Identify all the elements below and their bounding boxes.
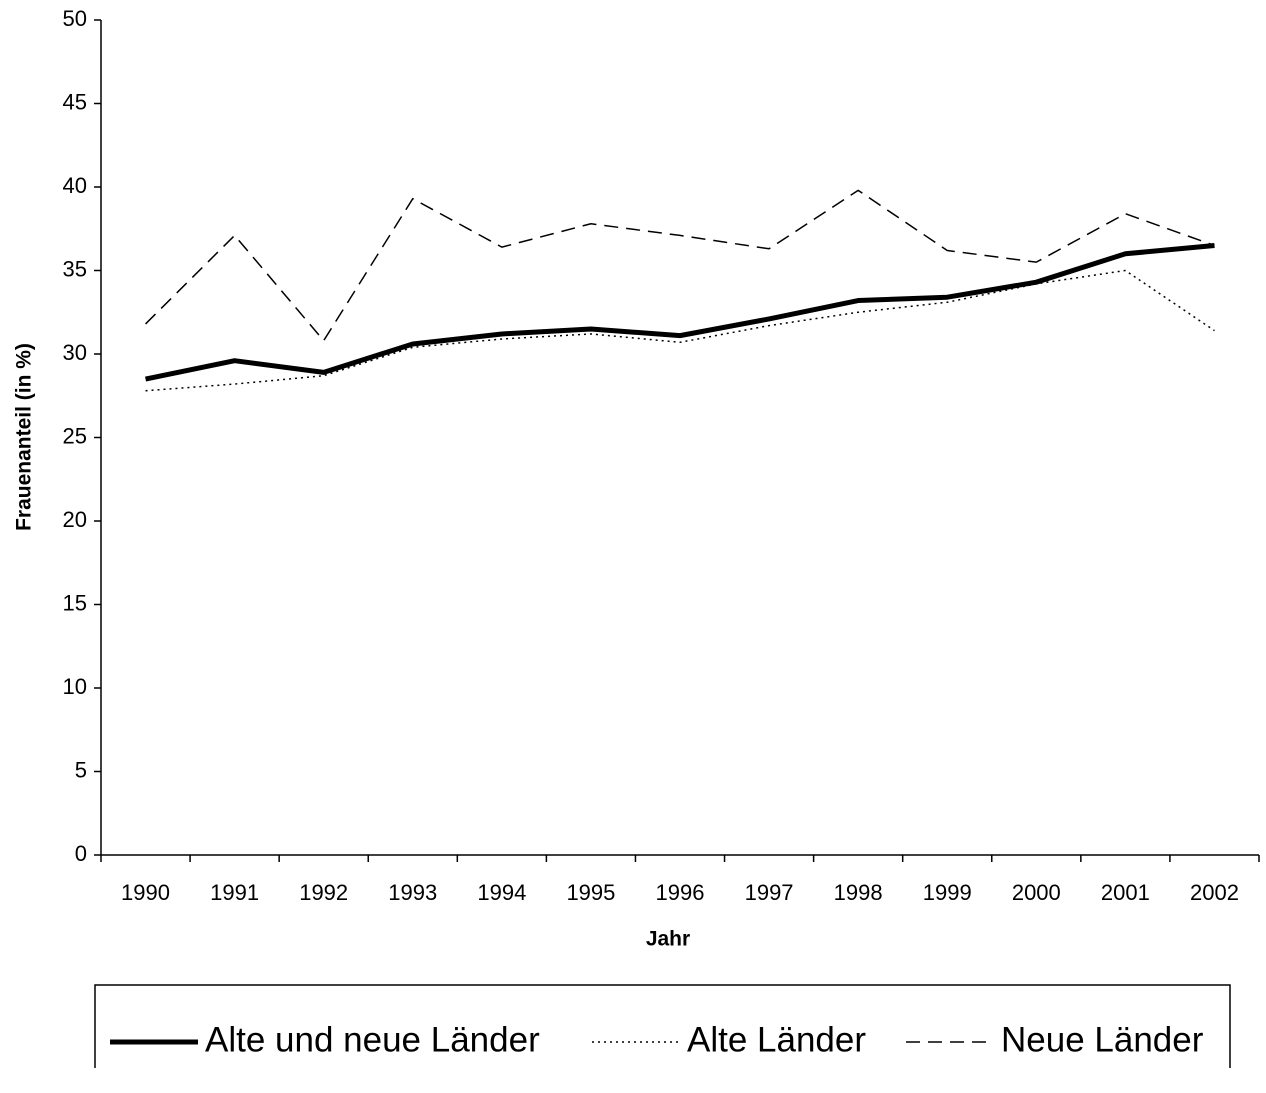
y-tick-label: 40 [63, 173, 87, 198]
legend-label: Neue Länder [1001, 1020, 1204, 1059]
y-tick-label: 10 [63, 674, 87, 699]
y-axis-title: Frauenanteil (in %) [13, 343, 36, 531]
legend-label: Alte Länder [687, 1020, 866, 1059]
series-line [145, 269, 1215, 392]
x-tick-label: 1994 [477, 880, 526, 905]
y-tick-label: 20 [63, 507, 87, 532]
x-tick-label: 1993 [388, 880, 437, 905]
y-tick-label: 0 [75, 841, 87, 866]
x-tick-label: 1998 [834, 880, 883, 905]
x-tick-label: 1999 [923, 880, 972, 905]
x-tick-label: 1997 [745, 880, 794, 905]
y-tick-label: 30 [63, 340, 87, 365]
x-tick-label: 1991 [210, 880, 259, 905]
x-tick-label: 2000 [1012, 880, 1061, 905]
x-tick-label: 1995 [566, 880, 615, 905]
x-tick-label: 1990 [121, 880, 170, 905]
y-tick-label: 5 [75, 757, 87, 782]
y-tick-label: 25 [63, 423, 87, 448]
x-tick-label: 1996 [656, 880, 705, 905]
y-tick-label: 45 [63, 89, 87, 114]
y-tick-label: 15 [63, 590, 87, 615]
x-tick-label: 2002 [1190, 880, 1239, 905]
legend-label: Alte und neue Länder [205, 1020, 540, 1059]
y-tick-label: 50 [63, 6, 87, 31]
series-line [145, 189, 1215, 342]
x-tick-label: 2001 [1101, 880, 1150, 905]
x-tick-label: 1992 [299, 880, 348, 905]
x-axis-title: Jahr [646, 928, 690, 951]
series-line [145, 242, 1215, 382]
y-tick-label: 35 [63, 256, 87, 281]
legend-box [94, 984, 1231, 1068]
